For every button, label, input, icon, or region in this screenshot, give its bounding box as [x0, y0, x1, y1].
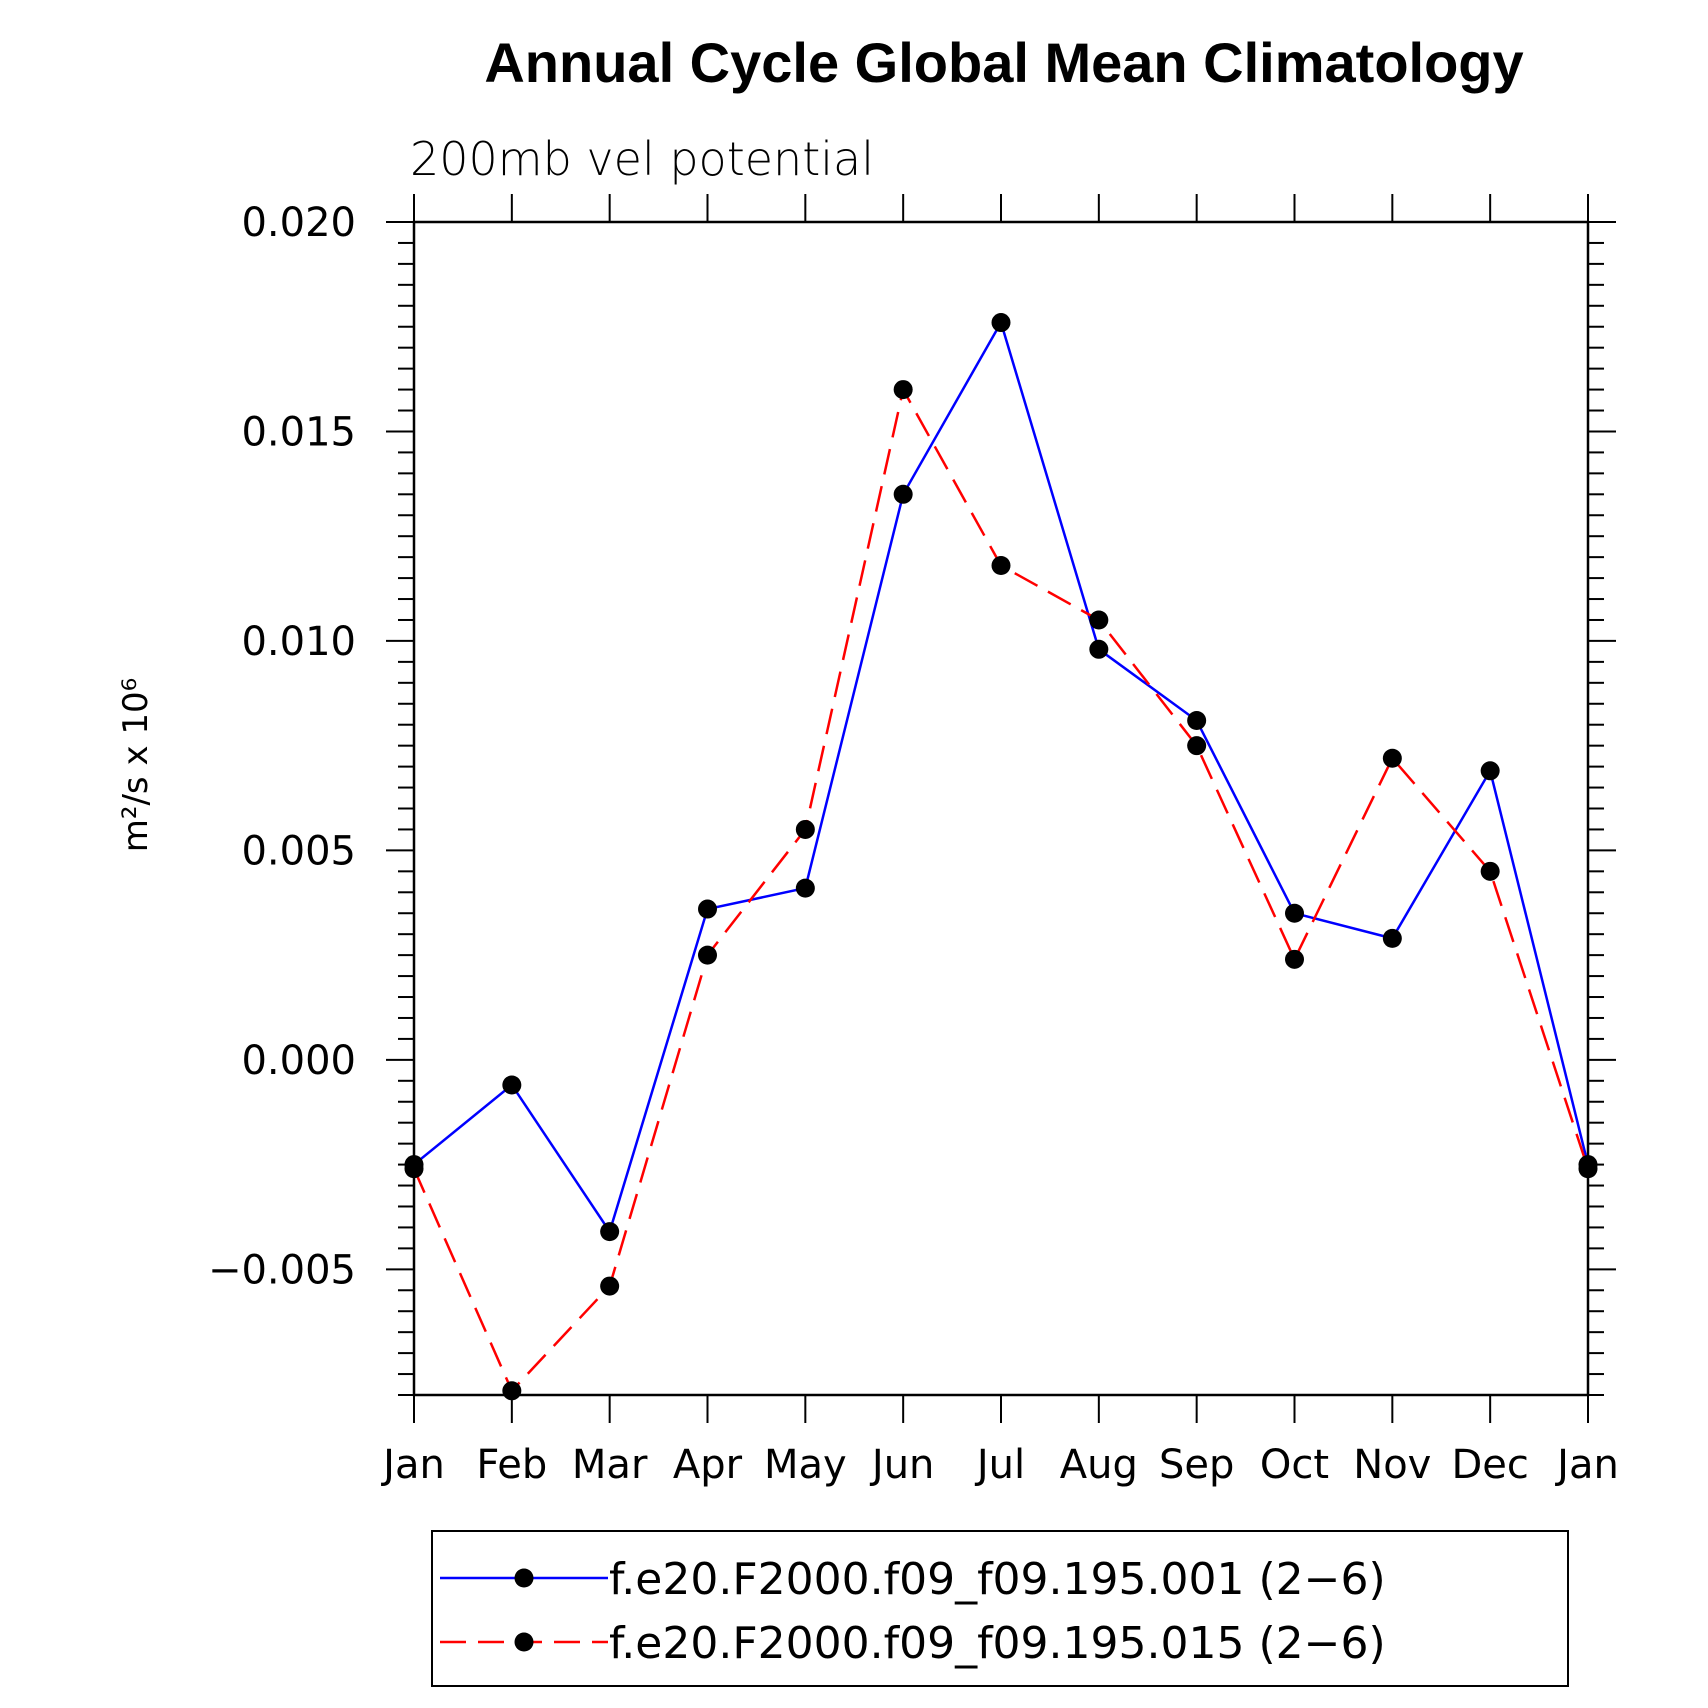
series-2-point	[1480, 861, 1500, 881]
series-line-2	[412, 386, 1590, 1394]
legend: f.e20.F2000.f09_f09.195.001 (2−6) f.e20.F…	[431, 1530, 1569, 1687]
x-tick-label: Jul	[974, 1442, 1025, 1488]
y-tick-label: 0.015	[241, 409, 356, 455]
y-tick-label: 0.005	[241, 828, 356, 874]
series-1-point	[1285, 903, 1304, 923]
x-tick-label: Dec	[1451, 1442, 1528, 1488]
x-tick-label: Aug	[1060, 1442, 1138, 1488]
series-1-point	[1480, 761, 1500, 781]
series-1-point	[795, 878, 815, 898]
x-tick-label: Sep	[1159, 1442, 1234, 1488]
series-1-point	[893, 484, 913, 504]
series-1-point	[1382, 928, 1402, 948]
x-axis: Jan Feb Mar Apr May Jun Jul Aug Sep Oct Nov Dec Jan	[380, 194, 1619, 1488]
x-tick-label: Apr	[673, 1442, 743, 1488]
series-2-point	[795, 819, 815, 839]
plot-frame	[412, 220, 1590, 1397]
y-axis: 0.020 0.015 0.010 0.005 0.000 −0.005	[208, 200, 1616, 1396]
y-tick-label: 0.000	[241, 1038, 356, 1084]
series-2-point	[1382, 748, 1402, 768]
series-2-point	[893, 380, 913, 400]
series-1-point	[502, 1075, 522, 1095]
x-tick-label: Jan	[1554, 1442, 1619, 1488]
series-2-point	[1187, 736, 1207, 756]
legend-label-2: f.e20.F2000.f09_f09.195.015 (2−6)	[609, 1618, 1386, 1669]
series-2-point	[1578, 1159, 1598, 1179]
legend-box	[431, 1530, 1569, 1687]
series-2-point	[1285, 949, 1304, 969]
chart-title: Annual Cycle Global Mean Climatology	[484, 31, 1523, 94]
series-1-point	[991, 313, 1011, 333]
series-layer	[404, 313, 1598, 1401]
series-2-point	[698, 945, 717, 965]
series-2-point	[502, 1381, 522, 1401]
x-tick-label: Nov	[1353, 1442, 1431, 1488]
series-line-1	[413, 319, 1590, 1235]
series-2-point	[404, 1159, 424, 1179]
series-1-point	[698, 899, 717, 919]
x-tick-label: May	[764, 1442, 847, 1488]
chart-subtitle: 200mb vel potential	[410, 132, 874, 186]
series-2-point	[1089, 610, 1109, 630]
series-2-point	[600, 1276, 620, 1296]
series-1-point	[600, 1222, 620, 1242]
legend-marker-1	[514, 1568, 534, 1588]
series-1-point	[1089, 639, 1109, 659]
x-tick-label: Jan	[380, 1442, 445, 1488]
y-tick-label: 0.020	[241, 200, 356, 246]
y-tick-label: −0.005	[208, 1247, 356, 1293]
series-1-point	[1187, 711, 1207, 731]
y-axis-label: m²/s x 10⁶	[116, 678, 156, 853]
series-2-point	[991, 556, 1011, 576]
x-tick-label: Feb	[476, 1442, 547, 1488]
x-tick-label: Jun	[869, 1442, 935, 1488]
y-tick-label: 0.010	[241, 619, 356, 665]
x-tick-label: Oct	[1260, 1442, 1329, 1488]
legend-marker-2	[514, 1632, 534, 1652]
legend-label-1: f.e20.F2000.f09_f09.195.001 (2−6)	[609, 1554, 1386, 1605]
x-tick-label: Mar	[572, 1442, 648, 1488]
